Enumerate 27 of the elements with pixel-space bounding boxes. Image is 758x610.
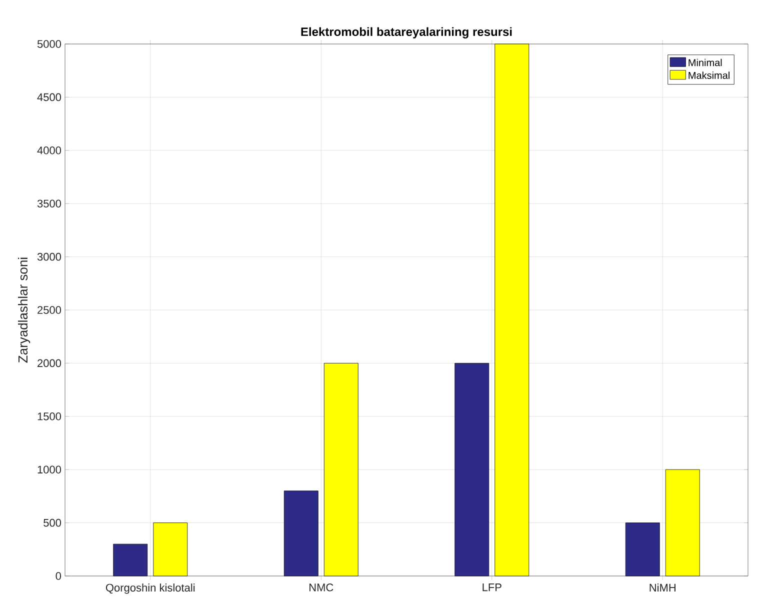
- bar: [625, 522, 660, 576]
- bar: [113, 544, 148, 576]
- bar: [284, 490, 318, 576]
- x-tick-label: NiMH: [650, 584, 676, 592]
- legend-label: Maksimal: [688, 72, 730, 79]
- bar: [665, 469, 700, 576]
- bar: [494, 44, 530, 576]
- bar: [153, 522, 188, 576]
- legend-label: Minimal: [688, 58, 722, 66]
- y-tick-label: 4000: [37, 146, 62, 154]
- bar: [324, 362, 358, 576]
- y-tick-label: 3500: [37, 200, 62, 208]
- chart-title: Elektromobil batareyalarining resursi: [301, 27, 512, 38]
- y-tick-label: 2000: [38, 359, 62, 368]
- bar: [454, 362, 490, 576]
- x-tick-label: NMC: [310, 584, 334, 592]
- y-tick-label: 3000: [37, 252, 62, 261]
- y-tick-label: 5000: [37, 40, 62, 48]
- y-tick-label: 1000: [38, 466, 62, 474]
- y-tick-label: 0: [56, 572, 62, 580]
- x-tick-label: Qorgoshin kislotali: [106, 584, 195, 594]
- x-tick-label: LFP: [482, 584, 502, 592]
- y-axis-title: Zaryadlashlar soni: [18, 258, 30, 363]
- y-tick-label: 1500: [38, 412, 62, 420]
- y-tick-label: 2500: [38, 306, 62, 314]
- y-tick-label: 500: [44, 518, 62, 527]
- y-tick-label: 4500: [37, 93, 62, 102]
